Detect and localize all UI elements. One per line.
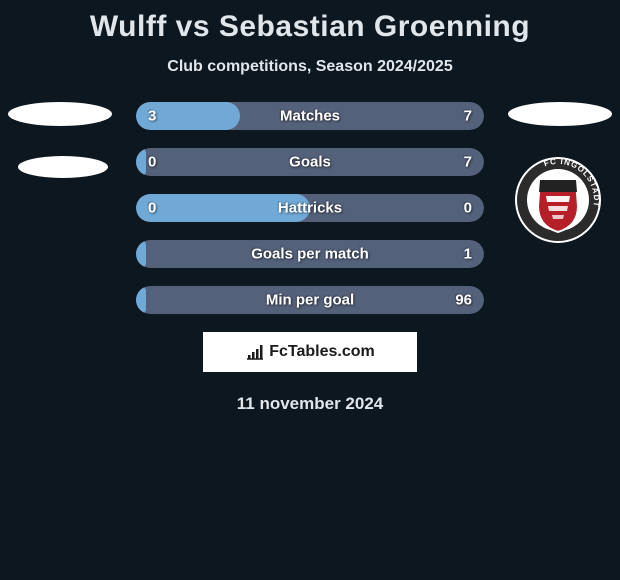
stat-value-right: 7 [464, 108, 472, 125]
ellipse-placeholder-icon [8, 102, 112, 126]
stat-row: 0 Goals 7 [136, 148, 484, 176]
stat-value-left: 0 [148, 154, 156, 171]
stat-value-right: 1 [464, 246, 472, 263]
stat-label: Goals per match [251, 246, 369, 263]
subtitle: Club competitions, Season 2024/2025 [0, 58, 620, 76]
bar-chart-icon [245, 343, 265, 361]
stat-value-right: 0 [464, 200, 472, 217]
stat-value-left: 3 [148, 108, 156, 125]
stat-label: Matches [280, 108, 340, 125]
left-player-badges [8, 102, 112, 208]
club-crest-icon: FC INGOLSTADT [508, 156, 608, 244]
right-player-badges: FC INGOLSTADT [508, 102, 612, 244]
stat-bars: 3 Matches 7 0 Goals 7 0 Hattricks 0 Goals per mat… [136, 102, 484, 314]
stats-area: FC INGOLSTADT 3 Matches 7 0 Goals 7 0 Hattricks… [0, 102, 620, 314]
stat-row: 0 Hattricks 0 [136, 194, 484, 222]
stat-row: Min per goal 96 [136, 286, 484, 314]
stat-bar-left [136, 240, 146, 268]
stat-row: Goals per match 1 [136, 240, 484, 268]
ellipse-placeholder-icon [508, 102, 612, 126]
stat-label: Min per goal [266, 292, 354, 309]
comparison-infographic: Wulff vs Sebastian Groenning Club compet… [0, 0, 620, 414]
stat-value-left: 0 [148, 200, 156, 217]
stat-row: 3 Matches 7 [136, 102, 484, 130]
page-title: Wulff vs Sebastian Groenning [0, 10, 620, 44]
stat-label: Goals [289, 154, 331, 171]
stat-value-right: 96 [455, 292, 472, 309]
date-text: 11 november 2024 [0, 394, 620, 414]
stat-bar-left [136, 286, 146, 314]
ellipse-placeholder-icon [18, 156, 108, 178]
branding-badge: FcTables.com [203, 332, 417, 372]
branding-text: FcTables.com [269, 343, 375, 361]
stat-bar-left [136, 148, 146, 176]
stat-value-right: 7 [464, 154, 472, 171]
stat-label: Hattricks [278, 200, 342, 217]
